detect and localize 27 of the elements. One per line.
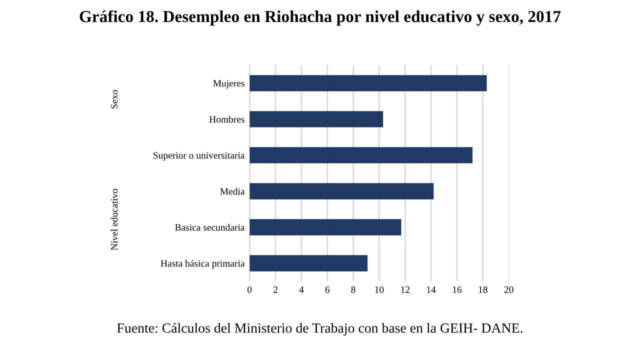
bar	[250, 75, 487, 92]
bar	[250, 183, 434, 200]
y-tick-label: Superior o universitaria	[154, 152, 245, 161]
y-tick-label: Hombres	[209, 116, 244, 123]
x-tick-label: 10	[375, 286, 384, 293]
x-tick-label: 16	[452, 286, 462, 293]
source-note: Fuente: Cálculos del Ministerio de Trabajo con base en la GEIH- DANE.	[117, 322, 522, 336]
x-tick-label: 20	[504, 286, 514, 293]
bar	[250, 147, 473, 164]
x-tick-label: 18	[478, 286, 488, 293]
x-tick-label: 2	[274, 286, 278, 293]
text: Sexo	[111, 90, 118, 109]
bar	[250, 219, 402, 236]
x-tick-label: 4	[299, 286, 304, 293]
text: Nivel educativo	[110, 188, 118, 250]
y-tick-label: Basica secundaria	[175, 224, 245, 231]
bar	[250, 255, 368, 272]
y-tick-label: Hasta básica primaria	[160, 260, 245, 269]
x-tick-label: 14	[427, 286, 436, 293]
x-tick-label: 0	[248, 286, 252, 293]
x-tick-label: 12	[401, 286, 410, 293]
chart-title: Gráfico 18. Desempleo en Riohacha por nivel educativo y sexo, 2017	[80, 10, 561, 26]
bar	[250, 111, 384, 128]
y-tick-label: Mujeres	[213, 80, 244, 89]
x-tick-label: 8	[351, 286, 356, 293]
x-tick-label: 6	[325, 286, 330, 293]
y-tick-label: Media	[220, 188, 245, 195]
